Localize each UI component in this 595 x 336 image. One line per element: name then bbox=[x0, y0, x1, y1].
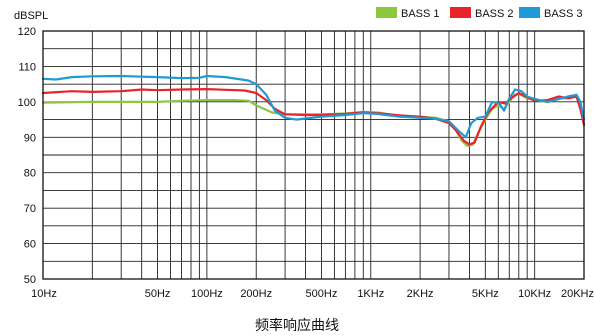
x-axis: 10Hz 50Hz 100Hz 200Hz 500Hz 1KHz 2KHz 5KHz 10KHz… bbox=[31, 288, 594, 300]
series-layer bbox=[41, 74, 586, 148]
y-tick-label: 110 bbox=[18, 61, 36, 73]
legend: BASS 1 BASS 2 BASS 3 bbox=[376, 7, 583, 20]
legend-swatch bbox=[519, 7, 540, 18]
y-tick-label: 120 bbox=[18, 26, 36, 38]
y-tick-label: 50 bbox=[24, 274, 36, 286]
x-tick-label: 10KHz bbox=[518, 288, 551, 300]
x-tick-label: 100Hz bbox=[191, 288, 223, 300]
x-tick-label: 5KHz bbox=[472, 288, 499, 300]
y-tick-label: 100 bbox=[18, 97, 36, 109]
x-tick-label: 20KHz bbox=[561, 288, 594, 300]
y-axis: 50 60 70 80 90 100 110 120 bbox=[18, 26, 36, 286]
plot-frame bbox=[42, 30, 585, 280]
y-axis-label: dBSPL bbox=[14, 10, 48, 22]
x-tick-label: 1KHz bbox=[357, 288, 384, 300]
legend-swatch bbox=[376, 7, 397, 18]
x-tick-label: 50Hz bbox=[145, 288, 171, 300]
grid bbox=[43, 31, 584, 279]
legend-label: BASS 3 bbox=[544, 8, 583, 20]
y-tick-label: 70 bbox=[24, 203, 36, 215]
x-tick-label: 500Hz bbox=[306, 288, 338, 300]
x-tick-label: 2KHz bbox=[407, 288, 434, 300]
series-line-bass-3 bbox=[41, 74, 586, 139]
x-tick-label: 200Hz bbox=[240, 288, 272, 300]
y-tick-label: 90 bbox=[24, 132, 36, 144]
y-tick-label: 80 bbox=[24, 168, 36, 180]
y-tick-label: 60 bbox=[24, 239, 36, 251]
chart-title: 频率响应曲线 bbox=[255, 317, 339, 334]
legend-swatch bbox=[450, 7, 471, 18]
legend-label: BASS 2 bbox=[475, 8, 514, 20]
x-tick-label: 10Hz bbox=[31, 288, 57, 300]
legend-label: BASS 1 bbox=[401, 8, 440, 20]
